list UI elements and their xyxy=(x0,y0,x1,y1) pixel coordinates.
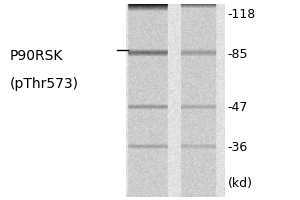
Text: -47: -47 xyxy=(228,101,248,114)
Text: (kd): (kd) xyxy=(228,177,253,190)
Text: -85: -85 xyxy=(228,48,248,61)
Text: (pThr573): (pThr573) xyxy=(10,77,79,91)
Text: P90RSK: P90RSK xyxy=(10,49,63,63)
Text: -118: -118 xyxy=(228,8,256,21)
Text: -36: -36 xyxy=(228,141,248,154)
